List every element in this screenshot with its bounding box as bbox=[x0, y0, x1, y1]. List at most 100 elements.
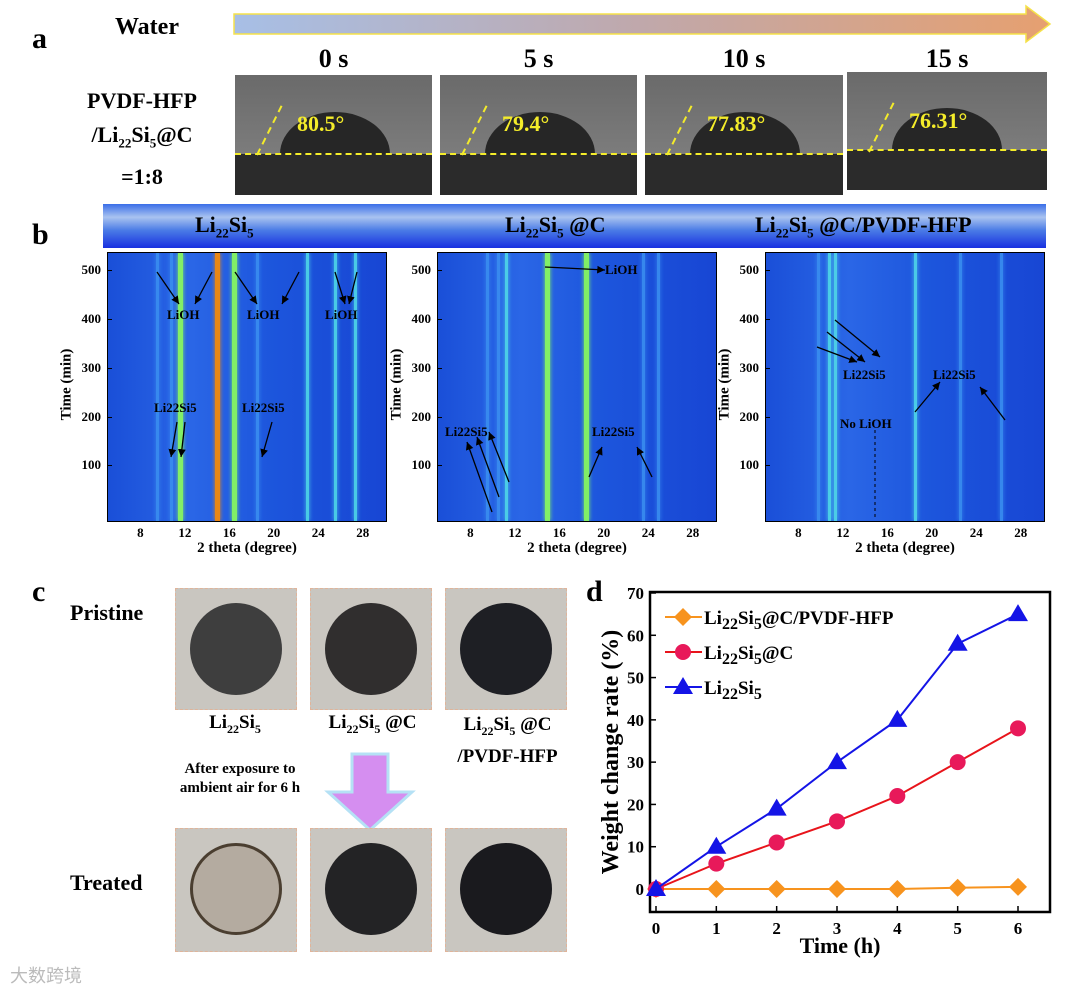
x-tick-label: 12 bbox=[508, 525, 522, 540]
diffraction-peak bbox=[834, 253, 838, 521]
substrate bbox=[235, 154, 432, 195]
y-tick-label: 200 bbox=[81, 408, 102, 424]
diffraction-peak bbox=[333, 253, 337, 521]
sample-photo bbox=[310, 588, 432, 710]
y-tick-label: 300 bbox=[81, 359, 102, 375]
y-tick-label: 500 bbox=[81, 262, 102, 278]
x-axis-label: 2 theta (degree) bbox=[855, 540, 955, 556]
y-tick bbox=[437, 270, 442, 272]
tangent-line bbox=[461, 102, 489, 156]
x-tick-label: 24 bbox=[641, 525, 655, 540]
diffraction-peak bbox=[497, 253, 501, 521]
diffraction-peak bbox=[353, 253, 357, 521]
plot-frame bbox=[648, 590, 1052, 914]
sample-pellet bbox=[325, 603, 417, 695]
data-point bbox=[1009, 877, 1027, 896]
sample-pellet bbox=[460, 603, 552, 695]
legend-label: Li22Si5 bbox=[704, 678, 762, 703]
y-axis-label: Weight change rate (%) bbox=[598, 630, 624, 875]
sample-photo bbox=[175, 588, 297, 710]
peak-annotation: LiOH bbox=[605, 262, 638, 277]
x-tick-label: 6 bbox=[1014, 919, 1023, 938]
tangent-line bbox=[868, 99, 896, 153]
diffraction-peak bbox=[999, 253, 1003, 521]
legend-label: Li22Si5@C bbox=[704, 643, 793, 668]
x-tick-label: 28 bbox=[686, 525, 700, 540]
x-tick-label: 16 bbox=[552, 525, 566, 540]
time-label: 10 s bbox=[722, 44, 766, 73]
y-tick bbox=[107, 416, 112, 418]
legend-marker bbox=[674, 608, 692, 626]
data-point bbox=[646, 879, 666, 896]
row-label-pristine: Pristine bbox=[70, 600, 144, 625]
data-point bbox=[1008, 604, 1028, 622]
x-tick-label: 8 bbox=[467, 525, 474, 540]
y-tick bbox=[437, 319, 442, 321]
x-tick-label: 20 bbox=[597, 525, 611, 540]
contact-angle-value: 76.31° bbox=[909, 108, 968, 133]
y-tick bbox=[437, 416, 442, 418]
data-point bbox=[706, 836, 727, 854]
y-tick-label: 400 bbox=[739, 311, 760, 327]
y-tick-label: 400 bbox=[411, 311, 432, 327]
diffraction-peak bbox=[828, 253, 832, 521]
peak-annotation: Li22Si5 bbox=[445, 424, 488, 439]
diffraction-peak bbox=[486, 253, 490, 521]
x-tick-label: 20 bbox=[925, 525, 939, 540]
x-tick-label: 1 bbox=[712, 919, 721, 938]
panel-a-label: a bbox=[32, 22, 47, 55]
diffraction-peak bbox=[231, 253, 237, 521]
x-tick-label: 12 bbox=[178, 525, 192, 540]
sample-pellet bbox=[190, 843, 282, 935]
x-tick-label: 3 bbox=[833, 919, 842, 938]
data-point bbox=[949, 754, 966, 771]
peak-annotation: Li22Si5 bbox=[933, 367, 976, 382]
weight-change-chart: 0 10 20 30 40 50 60 70 0 1 2 3 4 5 6 Time (h) Weight cha… bbox=[598, 584, 1052, 958]
data-point bbox=[708, 855, 725, 872]
diffraction-peak bbox=[657, 253, 661, 521]
peak-annotation: Li22Si5 bbox=[242, 400, 285, 415]
diffraction-peak bbox=[214, 253, 220, 521]
substrate bbox=[847, 149, 1047, 190]
data-point bbox=[889, 787, 906, 804]
y-tick-label: 50 bbox=[627, 669, 644, 688]
y-tick-label: 500 bbox=[411, 262, 432, 278]
data-point bbox=[1010, 720, 1026, 737]
x-tick-label: 16 bbox=[880, 525, 894, 540]
x-tick-label: 24 bbox=[969, 525, 983, 540]
diffraction-peak bbox=[170, 253, 174, 521]
y-axis-label: Time (min) bbox=[716, 348, 733, 421]
y-tick-label: 200 bbox=[739, 408, 760, 424]
xrd-heatmap bbox=[765, 252, 1045, 522]
panel-b-label: b bbox=[32, 218, 49, 251]
y-tick-label: 60 bbox=[627, 626, 644, 645]
time-label: 15 s bbox=[925, 44, 969, 73]
data-point bbox=[768, 834, 785, 851]
baseline bbox=[235, 153, 432, 156]
heatmap-title: Li22Si5 @C/PVDF-HFP bbox=[755, 212, 972, 241]
y-tick-label: 400 bbox=[81, 311, 102, 327]
heatmap-title: Li22Si5 @C bbox=[505, 212, 606, 241]
water-label: Water bbox=[115, 14, 179, 40]
y-tick-label: 200 bbox=[411, 408, 432, 424]
contact-angle-value: 80.5° bbox=[297, 111, 345, 136]
data-point bbox=[948, 878, 967, 897]
sample-photo bbox=[445, 588, 567, 710]
panel-d-label: d bbox=[586, 575, 603, 608]
row-label-treated: Treated bbox=[70, 870, 143, 895]
data-point bbox=[827, 752, 847, 770]
contact-angle-value: 77.83° bbox=[707, 111, 766, 136]
diffraction-peak bbox=[914, 253, 918, 521]
y-tick bbox=[107, 270, 112, 272]
sample-pellet bbox=[190, 603, 282, 695]
peak-annotation: Li22Si5 bbox=[592, 424, 635, 439]
y-tick bbox=[765, 367, 770, 369]
sample-line-3: =1:8 bbox=[121, 164, 163, 190]
sample-pellet bbox=[460, 843, 552, 935]
y-tick-label: 500 bbox=[739, 262, 760, 278]
sample-line-1: PVDF-HFP bbox=[87, 88, 197, 113]
x-tick-label: 12 bbox=[836, 525, 850, 540]
time-arrow bbox=[233, 4, 1052, 44]
y-tick bbox=[437, 367, 442, 369]
x-tick-label: 28 bbox=[1014, 525, 1028, 540]
